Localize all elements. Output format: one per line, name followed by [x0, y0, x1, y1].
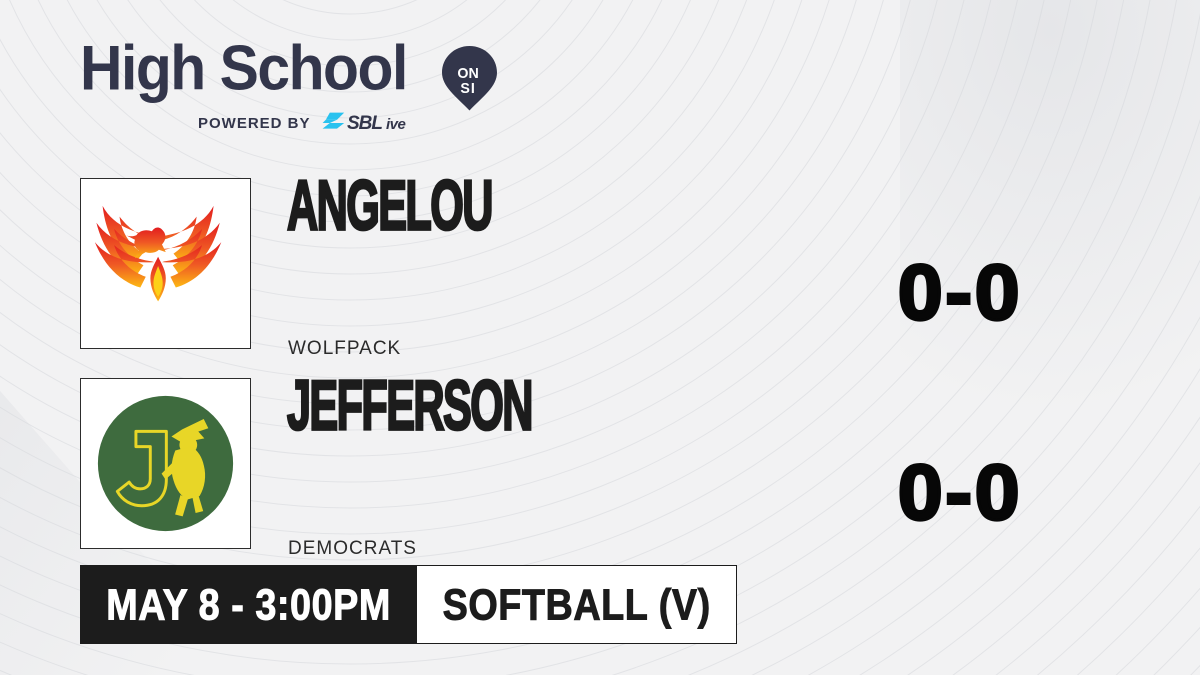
svg-text:ON: ON	[457, 66, 478, 82]
svg-text:SI: SI	[460, 81, 475, 97]
svg-text:ive: ive	[386, 116, 406, 133]
svg-text:SBL: SBL	[347, 113, 382, 134]
